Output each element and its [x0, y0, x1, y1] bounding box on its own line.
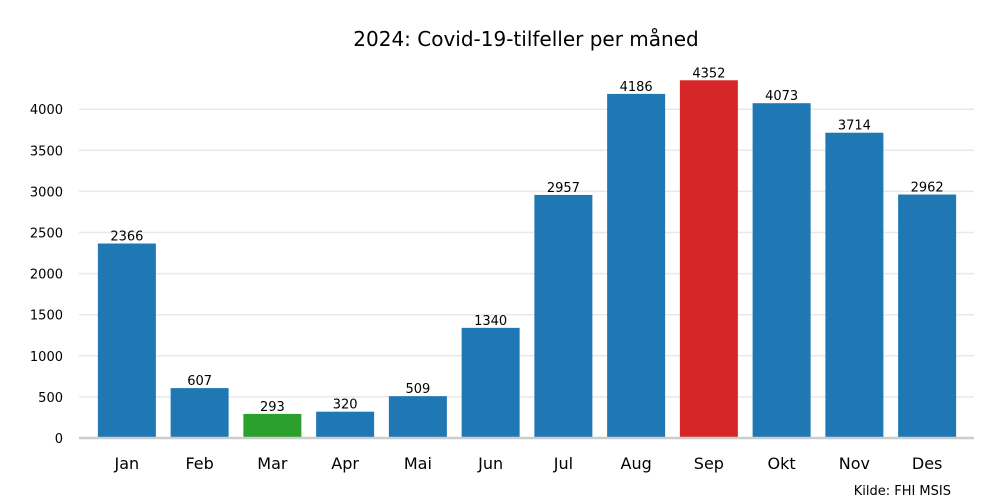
data-label-mar: 293 [260, 400, 285, 415]
data-label-jul: 2957 [547, 181, 580, 196]
bar-mai [388, 396, 447, 438]
data-label-jan: 2366 [110, 230, 143, 245]
x-tick-label-aug: Aug [621, 454, 652, 473]
bar-mar [243, 413, 302, 438]
data-labels: 2366 607 293 320 509 1340 2957 4186 4352 4073 3714… [110, 66, 943, 415]
bar-apr [316, 411, 375, 438]
bar-jul [534, 194, 593, 438]
y-tick-label: 1000 [30, 350, 63, 365]
y-axis-ticks: 0 500 1000 1500 2000 2500 3000 3500 4000 [30, 103, 63, 447]
bar-nov [825, 132, 884, 438]
bar-des [898, 194, 957, 438]
x-tick-label-sep: Sep [694, 454, 724, 473]
x-axis-ticks: Jan Feb Mar Apr Mai Jun Jul Aug Sep Okt Nov Des [114, 454, 943, 473]
data-label-apr: 320 [333, 398, 358, 413]
x-tick-label-okt: Okt [768, 454, 796, 473]
x-tick-label-mai: Mai [404, 454, 432, 473]
bar-jan [97, 243, 156, 438]
grid-lines [79, 108, 974, 398]
bar-jun [461, 327, 520, 438]
y-tick-label: 1500 [30, 309, 63, 324]
data-label-nov: 3714 [838, 119, 871, 134]
bar-aug [607, 93, 666, 438]
bar-sep [679, 80, 738, 439]
y-tick-label: 500 [38, 391, 63, 406]
bar-okt [752, 103, 811, 438]
data-label-des: 2962 [911, 181, 944, 196]
x-tick-label-jan: Jan [114, 454, 140, 473]
x-tick-label-jul: Jul [553, 454, 573, 473]
data-label-sep: 4352 [692, 66, 725, 81]
y-tick-label: 4000 [30, 103, 63, 118]
y-tick-label: 2000 [30, 268, 63, 283]
x-tick-label-nov: Nov [839, 454, 870, 473]
y-tick-label: 0 [55, 432, 63, 447]
x-tick-label-jun: Jun [477, 454, 503, 473]
y-tick-label: 3500 [30, 144, 63, 159]
x-tick-label-mar: Mar [257, 454, 288, 473]
data-label-okt: 4073 [765, 89, 798, 104]
data-label-aug: 4186 [620, 80, 653, 95]
bars [97, 80, 957, 439]
data-label-jun: 1340 [474, 314, 507, 329]
x-tick-label-feb: Feb [185, 454, 213, 473]
bar-feb [170, 388, 229, 438]
x-tick-label-apr: Apr [331, 454, 359, 473]
x-tick-label-des: Des [912, 454, 943, 473]
source-note: Kilde: FHI MSIS [854, 484, 951, 499]
y-tick-label: 3000 [30, 185, 63, 200]
y-tick-label: 2500 [30, 227, 63, 242]
chart-title: 2024: Covid-19-tilfeller per måned [353, 27, 698, 51]
data-label-mai: 509 [405, 382, 430, 397]
data-label-feb: 607 [187, 374, 212, 389]
